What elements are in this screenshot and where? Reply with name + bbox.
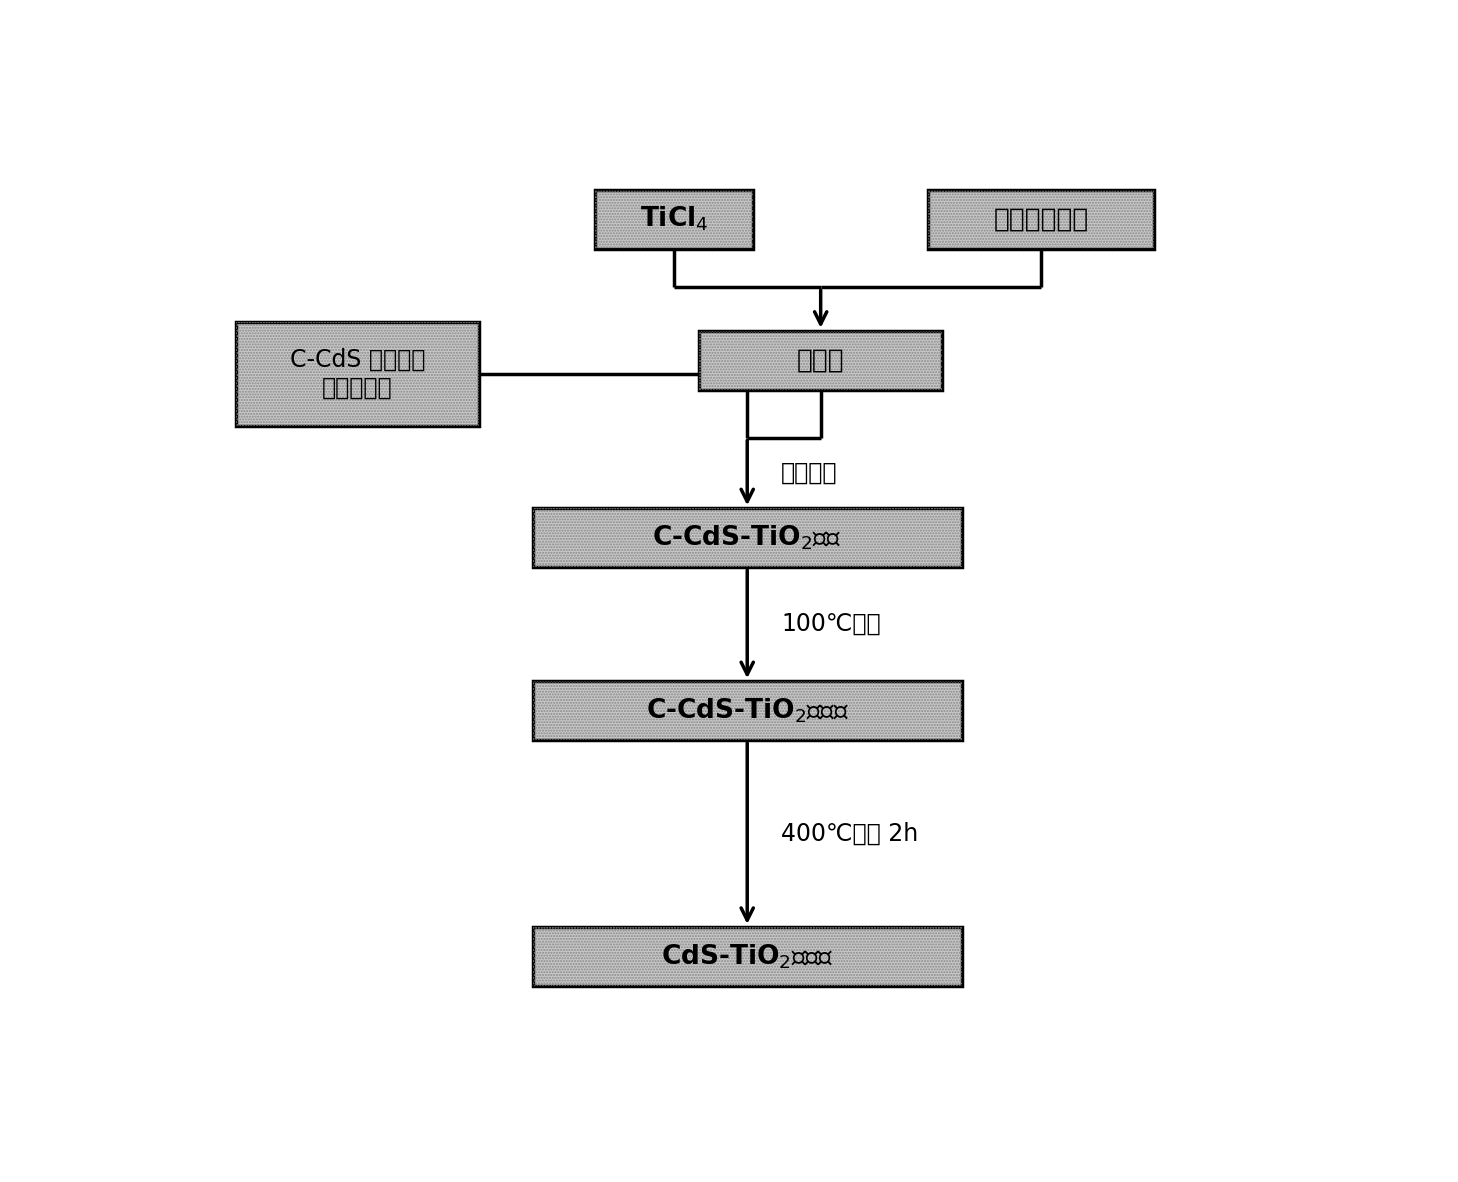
Text: 无水乙醇溶液: 无水乙醇溶液 bbox=[993, 206, 1089, 232]
Bar bbox=[595, 189, 752, 248]
Bar bbox=[236, 322, 478, 427]
Bar bbox=[532, 508, 962, 567]
Bar bbox=[532, 681, 962, 740]
Text: 氨水溶液: 氨水溶液 bbox=[781, 461, 838, 485]
Bar bbox=[532, 927, 962, 986]
Text: C-CdS-TiO$_2$干凝胶: C-CdS-TiO$_2$干凝胶 bbox=[646, 696, 849, 725]
Text: C-CdS-TiO$_2$凝胶: C-CdS-TiO$_2$凝胶 bbox=[652, 524, 843, 552]
Bar bbox=[532, 927, 962, 986]
Bar bbox=[700, 331, 942, 390]
Text: C-CdS 与无水乙
醇配制溶液: C-CdS 与无水乙 醇配制溶液 bbox=[290, 348, 426, 400]
Bar bbox=[595, 189, 752, 248]
Text: 钔溶胶: 钔溶胶 bbox=[798, 348, 844, 374]
Text: TiCl$_4$: TiCl$_4$ bbox=[640, 204, 709, 234]
Bar bbox=[236, 322, 478, 427]
Bar bbox=[532, 681, 962, 740]
Bar bbox=[700, 331, 942, 390]
Bar bbox=[532, 508, 962, 567]
Bar bbox=[927, 189, 1155, 248]
Text: 100℃干燥: 100℃干燥 bbox=[781, 612, 881, 636]
Text: CdS-TiO$_2$空心球: CdS-TiO$_2$空心球 bbox=[660, 942, 834, 970]
Bar bbox=[927, 189, 1155, 248]
Text: 400℃焙烧 2h: 400℃焙烧 2h bbox=[781, 821, 919, 845]
